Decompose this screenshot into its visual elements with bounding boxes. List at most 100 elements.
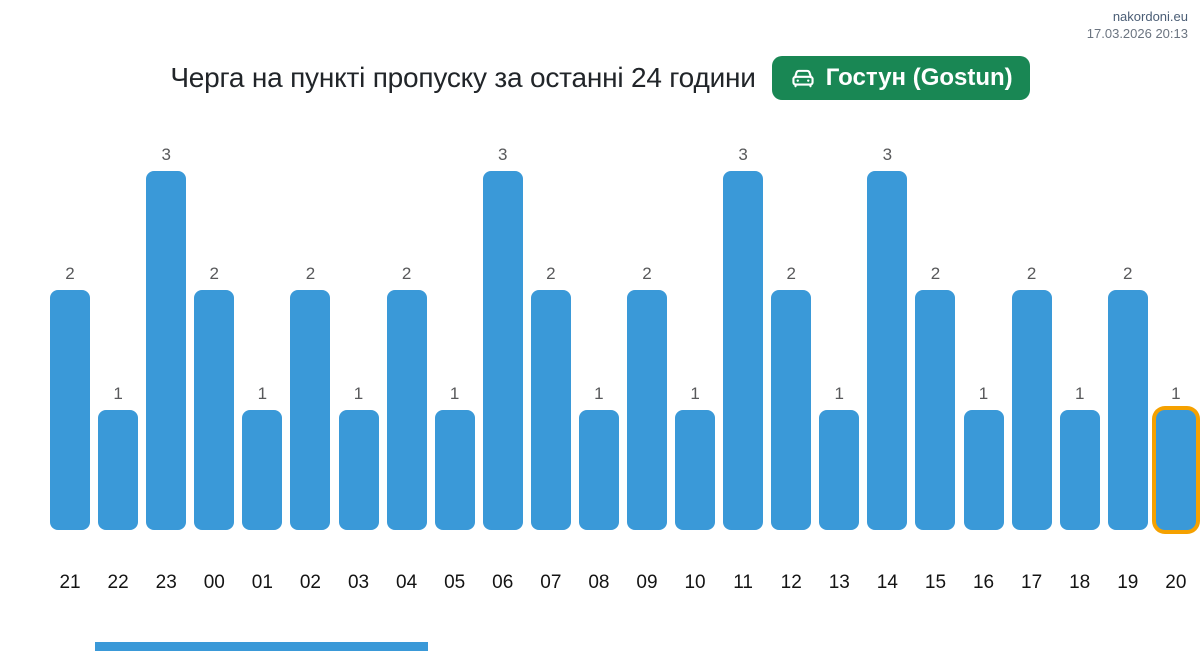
x-axis-label: 02: [299, 572, 321, 593]
bar-value-label: 1: [1171, 384, 1181, 403]
x-axis-label: 12: [780, 572, 802, 593]
bar-hour-03[interactable]: [338, 410, 379, 530]
bar-value-label: 2: [305, 264, 316, 283]
x-axis-label: 07: [540, 572, 562, 593]
bar-value-label: 1: [449, 384, 460, 403]
bar-hour-19[interactable]: [1107, 290, 1148, 530]
bar-column: 2 02: [286, 145, 334, 594]
bar-value-label: 2: [786, 264, 796, 283]
bar-value-label: 2: [642, 264, 652, 283]
bar-value-label: 2: [1123, 264, 1133, 283]
bar-chart: 2 21 1 22 3 23 2 00 1 01 2 02 1 03 2 04 1 05 3 06 2 07 1 08 2 09 1…: [46, 145, 1200, 594]
bar-hour-01[interactable]: [242, 410, 283, 530]
x-axis-label: 00: [203, 572, 225, 593]
bar-column: 1 03: [334, 145, 382, 594]
bar-value-label: 3: [882, 145, 893, 164]
car-front-icon: [789, 64, 817, 92]
bar-value-label: 3: [738, 145, 748, 164]
bar-value-label: 3: [498, 145, 508, 164]
x-axis-label: 21: [59, 572, 81, 593]
bar-hour-14[interactable]: [867, 171, 908, 530]
bar-hour-23[interactable]: [146, 171, 187, 530]
partial-bar-below: [95, 642, 428, 651]
x-axis-label: 23: [155, 572, 177, 593]
x-axis-label: 22: [107, 572, 129, 593]
bar-value-label: 2: [1026, 264, 1037, 283]
bar-column: 1 01: [238, 145, 286, 594]
bar-hour-04[interactable]: [386, 290, 427, 530]
bar-column: 3 06: [479, 145, 527, 594]
bar-hour-21[interactable]: [50, 290, 91, 530]
bar-hour-18[interactable]: [1059, 410, 1100, 530]
bar-value-label: 2: [401, 264, 412, 283]
bar-value-label: 1: [1074, 384, 1085, 403]
x-axis-label: 14: [876, 572, 898, 593]
page-title: Черга на пункті пропуску за останні 24 г…: [170, 62, 756, 93]
bar-hour-16[interactable]: [963, 410, 1004, 530]
bar-hour-07[interactable]: [530, 290, 571, 530]
bar-column: 1 20: [1152, 145, 1200, 594]
x-axis-label: 06: [492, 572, 514, 593]
bar-column: 2 12: [767, 145, 815, 594]
bar-value-label: 1: [690, 384, 700, 403]
x-axis-label: 17: [1021, 572, 1043, 593]
bar-hour-17[interactable]: [1011, 290, 1052, 530]
bar-value-label: 2: [930, 264, 941, 283]
x-axis-label: 15: [924, 572, 947, 593]
bar-hour-15[interactable]: [915, 290, 956, 530]
checkpoint-badge[interactable]: Гостун (Gostun): [771, 56, 1030, 100]
bar-hour-20[interactable]: [1155, 410, 1196, 530]
bar-column: 1 16: [959, 145, 1007, 594]
bar-hour-10[interactable]: [675, 410, 716, 530]
bar-hour-00[interactable]: [194, 290, 235, 530]
site-info: nakordoni.eu 17.03.2026 20:13: [1087, 8, 1188, 42]
bar-hour-02[interactable]: [290, 290, 331, 530]
bar-column: 2 19: [1104, 145, 1152, 594]
bar-hour-22[interactable]: [98, 410, 139, 530]
screenshot-timestamp: 17.03.2026 20:13: [1086, 26, 1188, 41]
bar-column: 1 18: [1056, 145, 1104, 594]
bar-column: 1 05: [431, 145, 479, 594]
bar-column: 2 15: [911, 145, 959, 594]
x-axis-label: 01: [251, 572, 273, 593]
bar-hour-11[interactable]: [723, 171, 764, 530]
x-axis-label: 05: [444, 572, 466, 593]
x-axis-label: 20: [1165, 572, 1187, 593]
bar-column: 2 00: [190, 145, 238, 594]
bar-value-label: 1: [978, 384, 989, 403]
x-axis-label: 18: [1069, 572, 1091, 593]
site-domain: nakordoni.eu: [1112, 9, 1188, 24]
x-axis-label: 08: [588, 572, 610, 593]
x-axis-label: 09: [636, 572, 658, 593]
bar-hour-05[interactable]: [434, 410, 475, 530]
bar-value-label: 1: [353, 384, 364, 403]
bar-column: 2 21: [46, 145, 94, 594]
bar-hour-12[interactable]: [771, 290, 812, 530]
x-axis-label: 13: [828, 572, 850, 593]
bar-hour-06[interactable]: [482, 171, 523, 530]
bar-column: 1 10: [671, 145, 719, 594]
bar-hour-09[interactable]: [626, 290, 667, 530]
bar-value-label: 2: [546, 264, 556, 283]
bar-column: 3 23: [142, 145, 190, 594]
x-axis-label: 03: [347, 572, 370, 593]
bar-value-label: 3: [161, 145, 171, 164]
bar-value-label: 1: [834, 384, 845, 403]
bar-column: 3 14: [863, 145, 911, 594]
bar-column: 2 07: [527, 145, 575, 594]
bar-column: 2 04: [383, 145, 431, 594]
bar-value-label: 1: [257, 384, 268, 403]
x-axis-label: 04: [396, 572, 418, 593]
bar-column: 2 17: [1008, 145, 1056, 594]
chart-header: Черга на пункті пропуску за останні 24 г…: [0, 56, 1200, 100]
x-axis-label: 10: [684, 572, 706, 593]
x-axis-label: 19: [1117, 572, 1139, 593]
bar-value-label: 2: [65, 264, 75, 283]
bar-column: 2 09: [623, 145, 671, 594]
bar-column: 1 22: [94, 145, 142, 594]
x-axis-label: 11: [733, 572, 753, 593]
bar-column: 1 08: [575, 145, 623, 594]
bar-hour-13[interactable]: [819, 410, 860, 530]
bar-hour-08[interactable]: [578, 410, 619, 530]
